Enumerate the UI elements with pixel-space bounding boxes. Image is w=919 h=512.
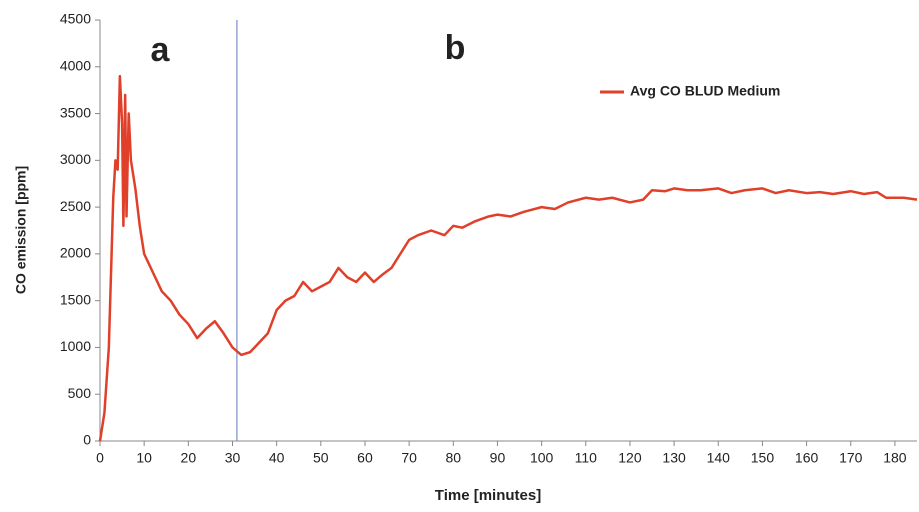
data-line xyxy=(98,74,918,442)
x-tick-label: 0 xyxy=(96,450,104,466)
x-tick-label: 20 xyxy=(181,450,197,466)
x-tick-label: 70 xyxy=(401,450,417,466)
x-tick-label: 10 xyxy=(136,450,152,466)
x-tick-label: 80 xyxy=(446,450,462,466)
annotation: a xyxy=(151,31,171,69)
x-tick-label: 180 xyxy=(883,450,907,466)
y-tick-label: 0 xyxy=(83,432,91,448)
y-tick-label: 2500 xyxy=(60,198,91,214)
y-tick-label: 1500 xyxy=(60,291,91,307)
x-tick-label: 170 xyxy=(839,450,863,466)
x-tick-label: 30 xyxy=(225,450,241,466)
legend-label: Avg CO BLUD Medium xyxy=(630,83,780,99)
x-tick-label: 150 xyxy=(751,450,775,466)
y-tick-label: 4000 xyxy=(60,57,91,73)
x-tick-label: 110 xyxy=(575,450,598,466)
x-tick-label: 60 xyxy=(357,450,373,466)
y-tick-label: 1000 xyxy=(60,338,91,354)
x-tick-label: 140 xyxy=(707,450,731,466)
x-tick-label: 100 xyxy=(530,450,554,466)
annotation: b xyxy=(445,29,466,67)
x-tick-label: 120 xyxy=(618,450,642,466)
y-tick-label: 2000 xyxy=(60,245,91,261)
y-tick-label: 3500 xyxy=(60,104,91,120)
y-tick-label: 4500 xyxy=(60,11,91,27)
y-tick-label: 500 xyxy=(68,385,92,401)
y-axis-label: CO emission [ppm] xyxy=(13,166,29,294)
x-tick-label: 50 xyxy=(313,450,329,466)
x-tick-label: 40 xyxy=(269,450,285,466)
x-tick-label: 160 xyxy=(795,450,819,466)
y-tick-label: 3000 xyxy=(60,151,91,167)
x-tick-label: 130 xyxy=(662,450,686,466)
x-tick-label: 90 xyxy=(490,450,506,466)
x-axis-label: Time [minutes] xyxy=(435,487,541,504)
